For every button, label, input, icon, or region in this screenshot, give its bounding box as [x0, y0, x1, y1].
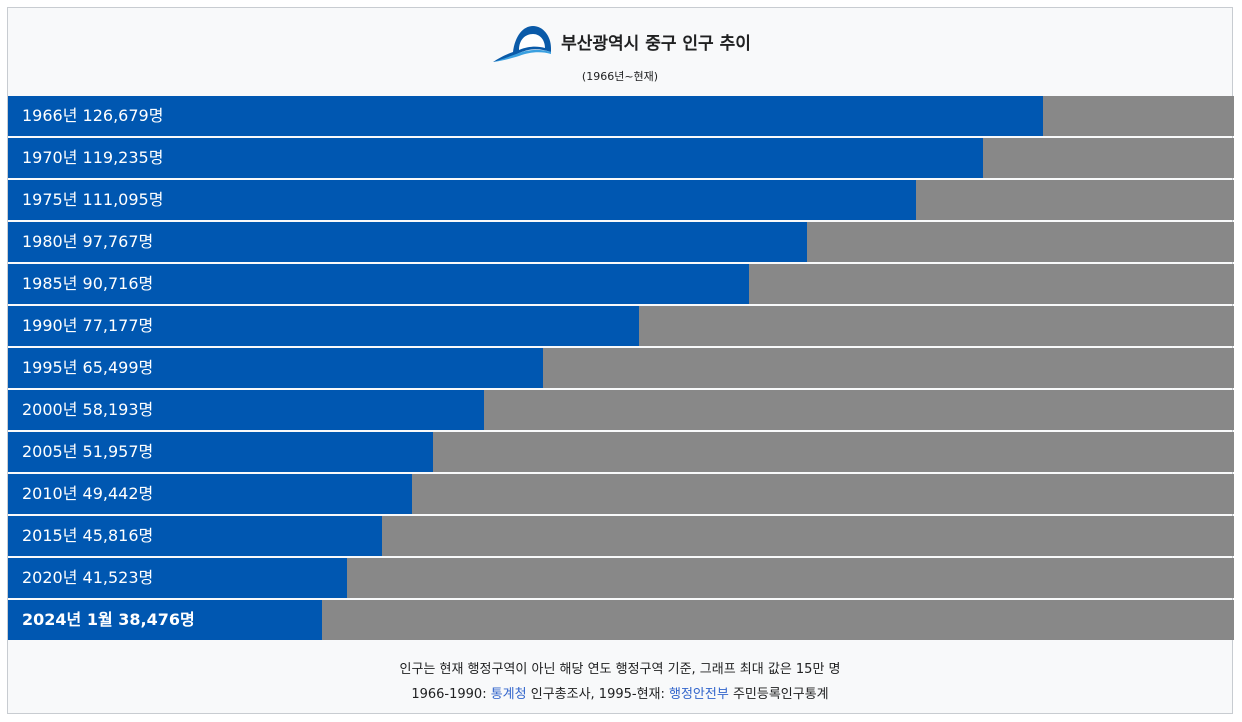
bar [8, 600, 323, 640]
title-row: 부산광역시 중구 인구 추이 [8, 18, 1232, 64]
bar-label: 1966년 126,679명 [22, 106, 164, 125]
bar [8, 138, 983, 178]
bar-row: 2024년 1월 38,476명 [8, 600, 1234, 640]
bar-label: 1970년 119,235명 [22, 148, 164, 167]
bar-row: 1966년 126,679명 [8, 96, 1234, 136]
bar-label: 1975년 111,095명 [22, 190, 164, 209]
busan-logo-icon [493, 26, 552, 62]
bar-label: 1985년 90,716명 [22, 274, 154, 293]
bar-row: 2000년 58,193명 [8, 390, 1234, 430]
bar [8, 348, 544, 388]
bar-row: 1975년 111,095명 [8, 180, 1234, 220]
bar-label: 1990년 77,177명 [22, 316, 154, 335]
bar-row: 1980년 97,767명 [8, 222, 1234, 262]
bar [8, 516, 383, 556]
source-prefix: 1966-1990: [411, 687, 491, 702]
bar-list: 1966년 126,679명 1970년 119,235명 1975년 111,09… [8, 96, 1234, 642]
chart-subtitle: (1966년~현재) [581, 70, 659, 83]
bar-label: 2024년 1월 38,476명 [22, 610, 195, 629]
bar [8, 96, 1044, 136]
chart-footer: 인구는 현재 행정구역이 아닌 해당 연도 행정구역 기준, 그래프 최대 값은… [8, 654, 1232, 702]
bar [8, 474, 413, 514]
bar-row: 2010년 49,442명 [8, 474, 1234, 514]
chart-title: 부산광역시 중구 인구 추이 [561, 33, 751, 54]
bar [8, 432, 433, 472]
bar-label: 2000년 58,193명 [22, 400, 154, 419]
statistics-korea-link[interactable]: 통계청 [490, 687, 527, 702]
bar-label: 2010년 49,442명 [22, 484, 154, 503]
bar-row: 1990년 77,177명 [8, 306, 1234, 346]
source-mid: 인구총조사, 1995-현재: [526, 687, 670, 702]
footer-note: 인구는 현재 행정구역이 아닌 해당 연도 행정구역 기준, 그래프 최대 값은… [399, 662, 841, 677]
bar-label: 1995년 65,499명 [22, 358, 154, 377]
bar-label: 2005년 51,957명 [22, 442, 154, 461]
bar [8, 558, 348, 598]
bar-row: 1995년 65,499명 [8, 348, 1234, 388]
bar-label: 2015년 45,816명 [22, 526, 154, 545]
bar [8, 306, 639, 346]
source-suffix: 주민등록인구통계 [728, 687, 829, 702]
chart-header: 부산광역시 중구 인구 추이 (1966년~현재) [8, 8, 1232, 96]
bar-label: 1980년 97,767명 [22, 232, 154, 251]
footer-source: 1966-1990: 통계청 인구총조사, 1995-현재: 행정안전부 주민등… [8, 683, 1232, 702]
bar-row: 2005년 51,957명 [8, 432, 1234, 472]
bar-label: 2020년 41,523명 [22, 568, 154, 587]
bar-row: 2020년 41,523명 [8, 558, 1234, 598]
bar [8, 390, 484, 430]
bar [8, 264, 750, 304]
chart-frame: 부산광역시 중구 인구 추이 (1966년~현재) 1966년 126,679명… [7, 7, 1234, 714]
bar-row: 1985년 90,716명 [8, 264, 1234, 304]
ministry-interior-link[interactable]: 행정안전부 [669, 687, 729, 702]
bar-row: 1970년 119,235명 [8, 138, 1234, 178]
bar-row: 2015년 45,816명 [8, 516, 1234, 556]
bar [8, 222, 808, 262]
bar [8, 180, 917, 220]
